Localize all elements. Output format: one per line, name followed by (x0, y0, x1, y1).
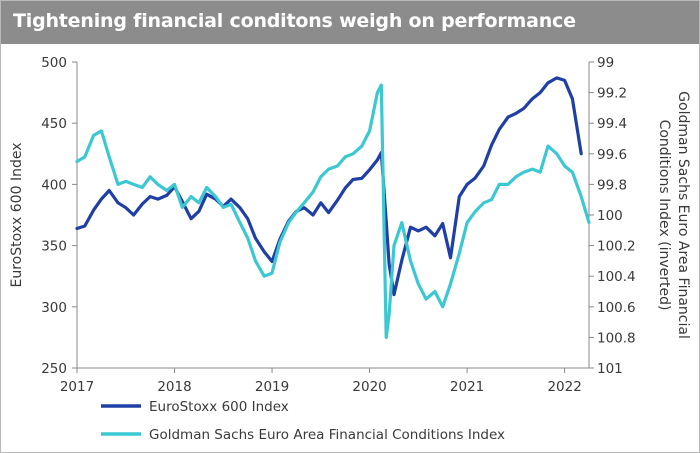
y-tick-label: 300 (41, 300, 67, 316)
legend-label: EuroStoxx 600 Index (149, 399, 289, 415)
y2-axis-title: Goldman Sachs Euro Area FinancialConditi… (656, 91, 691, 339)
y2-tick-label: 101 (597, 361, 623, 377)
legend-label: Goldman Sachs Euro Area Financial Condit… (149, 427, 505, 443)
x-tick-label: 2019 (255, 379, 289, 395)
x-tick-label: 2021 (450, 379, 484, 395)
x-tick-label: 2022 (547, 379, 581, 395)
y-tick-label: 250 (41, 361, 67, 377)
y2-tick-label: 100.6 (597, 300, 636, 316)
y2-tick-label: 99.2 (597, 86, 627, 102)
y2-tick-label: 100.4 (597, 269, 636, 285)
y2-tick-label: 99 (597, 55, 614, 71)
y-tick-label: 450 (41, 116, 67, 132)
y-tick-label: 400 (41, 177, 67, 193)
y2-tick-label: 100 (597, 208, 623, 224)
x-tick-label: 2020 (352, 379, 386, 395)
y-tick-label: 500 (41, 55, 67, 71)
chart-title: Tightening financial conditons weigh on … (13, 10, 576, 32)
y-axis-title: EuroStoxx 600 Index (9, 143, 25, 288)
x-tick-label: 2018 (157, 379, 191, 395)
y-tick-label: 350 (41, 239, 67, 255)
title-bar: Tightening financial conditons weigh on … (1, 1, 699, 44)
y2-tick-label: 100.2 (597, 239, 636, 255)
y2-tick-label: 99.8 (597, 177, 627, 193)
y2-tick-label: 100.8 (597, 330, 636, 346)
eurostoxx-series-line (75, 76, 583, 297)
y2-tick-label: 99.6 (597, 147, 627, 163)
x-tick-label: 2017 (60, 379, 94, 395)
financial-conditions-series-line (75, 83, 591, 339)
y2-tick-label: 99.4 (597, 116, 627, 132)
